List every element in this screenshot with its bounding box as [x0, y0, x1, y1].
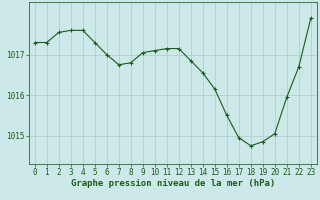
X-axis label: Graphe pression niveau de la mer (hPa): Graphe pression niveau de la mer (hPa)	[71, 179, 275, 188]
